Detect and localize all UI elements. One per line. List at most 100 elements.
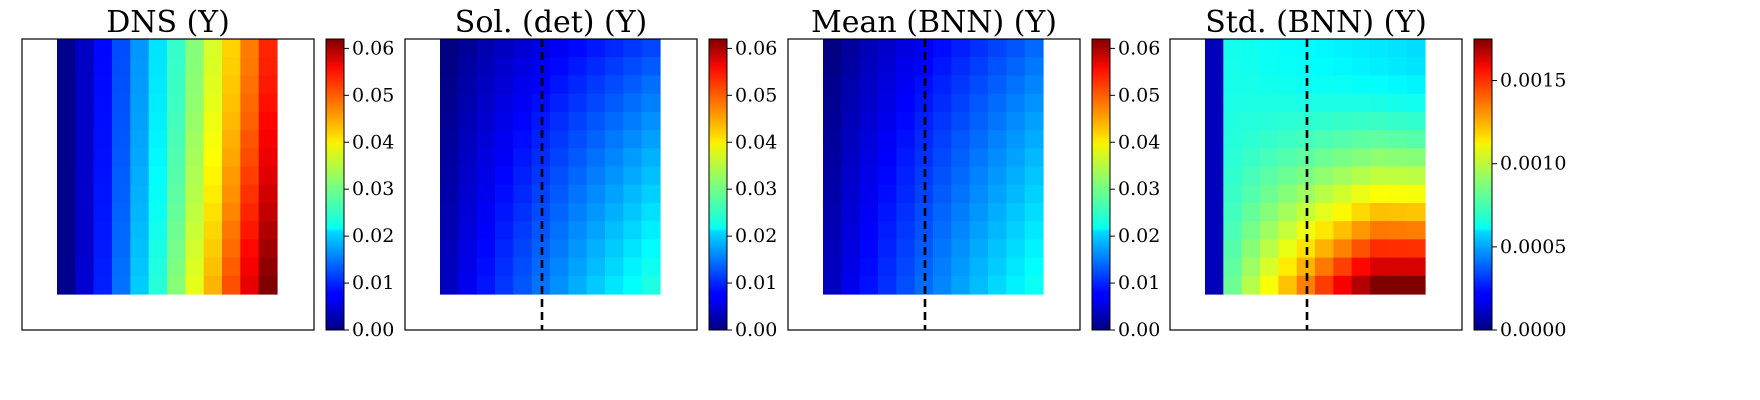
heatmap-cell [951, 148, 971, 168]
axes-frame [1169, 38, 1463, 331]
heatmap-cell [623, 184, 643, 204]
heatmap-cell [878, 202, 897, 222]
heatmap-cell [1370, 111, 1389, 131]
heatmap-cell [951, 75, 971, 95]
heatmap-cell [476, 57, 496, 77]
heatmap-cell [933, 93, 952, 113]
heatmap-cell [167, 57, 186, 77]
heatmap-cell [951, 184, 971, 204]
heatmap-cell [1205, 257, 1224, 277]
heatmap-cell [605, 93, 624, 113]
colorbar-tick-label: 0.04 [1118, 131, 1160, 153]
heatmap-cell [1351, 39, 1371, 58]
heatmap-cell [93, 57, 113, 77]
heatmap-cell [1223, 239, 1243, 259]
heatmap-cell [148, 184, 168, 204]
heatmap-cell [1024, 166, 1044, 186]
heatmap-cell [148, 148, 168, 168]
heatmap-cell [568, 202, 588, 222]
heatmap-cell [258, 75, 278, 95]
heatmap-cell [222, 130, 241, 149]
heatmap-cell [1205, 93, 1224, 113]
heatmap-cell [513, 202, 533, 222]
heatmap-cell [458, 111, 478, 131]
heatmap-cell [1370, 257, 1389, 277]
heatmap-cell [969, 184, 989, 204]
heatmap-cell [222, 275, 241, 295]
heatmap-cell [1351, 257, 1371, 277]
heatmap-cell [476, 39, 496, 58]
heatmap-cell [495, 93, 514, 113]
heatmap-cell [823, 239, 842, 259]
colorbar-tick-label: 0.03 [352, 178, 394, 200]
heatmap-cell [1351, 184, 1371, 204]
heatmap-cell [258, 257, 278, 277]
heatmap-cell [1024, 221, 1044, 240]
heatmap-cell [1006, 75, 1026, 95]
heatmap-cell [914, 39, 934, 58]
heatmap-cell [1024, 111, 1044, 131]
heatmap-cell [258, 202, 278, 222]
heatmap-cell [513, 275, 533, 295]
heatmap-cell [1296, 93, 1316, 113]
heatmap-cell [258, 148, 278, 168]
heatmap-cell [605, 184, 624, 204]
heatmap-cell [841, 257, 861, 277]
heatmap-cell [1278, 111, 1298, 131]
heatmap-cell [458, 130, 478, 149]
heatmap-cell [130, 93, 150, 113]
heatmap-cell [988, 275, 1007, 295]
heatmap-cell [1006, 166, 1026, 186]
heatmap-cell [258, 275, 278, 295]
heatmap-cell [1260, 57, 1279, 77]
heatmap-cell [988, 130, 1007, 149]
heatmap-cell [568, 148, 588, 168]
panel-1: DNS (Y) 0.00 0.01 0.02 0.03 0.04 0.05 0.06 [21, 5, 394, 341]
heatmap-cell [859, 93, 879, 113]
heatmap-cell [841, 111, 861, 131]
heatmap-cell [57, 75, 76, 95]
heatmap-cell [1278, 202, 1298, 222]
heatmap-cell [586, 111, 606, 131]
heatmap-cell [605, 275, 624, 295]
heatmap-cell [458, 184, 478, 204]
heatmap-cell [203, 166, 223, 186]
heatmap-cell [167, 75, 186, 95]
heatmap-cell [586, 130, 606, 149]
heatmap-cell [823, 275, 842, 295]
heatmap-cell [605, 75, 624, 95]
heatmap-cell [1333, 111, 1353, 131]
heatmap-cell [57, 184, 76, 204]
heatmap-cell [859, 202, 879, 222]
heatmap-cell [203, 39, 223, 58]
colorbar-tick-label: 0.04 [735, 131, 777, 153]
heatmap-cell [1205, 130, 1224, 149]
heatmap-cell [605, 130, 624, 149]
heatmap-cell [1260, 202, 1279, 222]
heatmap-cell [130, 239, 150, 259]
heatmap-cell [1296, 221, 1316, 240]
heatmap-cell [586, 275, 606, 295]
heatmap-cell [1223, 184, 1243, 204]
heatmap-cell [240, 184, 260, 204]
heatmap-cell [1278, 275, 1298, 295]
heatmap-cell [513, 39, 533, 58]
heatmap-cell [1370, 93, 1389, 113]
heatmap-cell [988, 75, 1007, 95]
heatmap-cell [623, 221, 643, 240]
heatmap-cell [823, 221, 842, 240]
heatmap-cell [878, 166, 897, 186]
heatmap-cell [57, 202, 76, 222]
heatmap-cell [988, 166, 1007, 186]
heatmap-cell [859, 257, 879, 277]
heatmap-cell [240, 57, 260, 77]
heatmap-cell [240, 148, 260, 168]
heatmap-cell [1205, 75, 1224, 95]
heatmap-cell [951, 39, 971, 58]
heatmap-cell [878, 184, 897, 204]
heatmap-cell [1333, 221, 1353, 240]
colorbar-tick-label: 0.0010 [1500, 153, 1566, 175]
heatmap-cell [951, 57, 971, 77]
heatmap-cell [841, 239, 861, 259]
heatmap-cell [641, 257, 661, 277]
